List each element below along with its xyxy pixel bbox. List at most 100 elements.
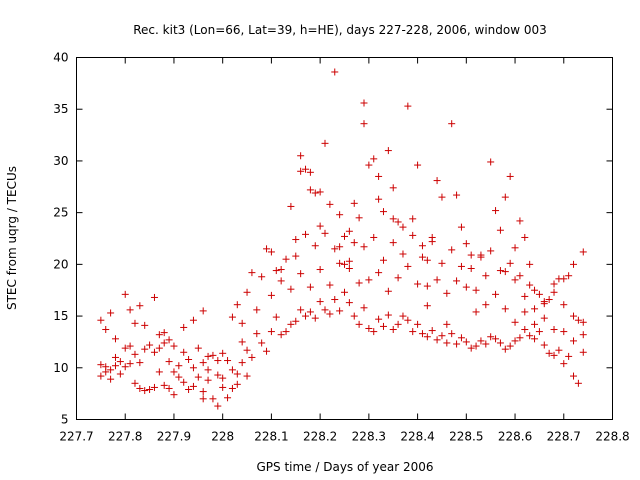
data-point [433,177,441,185]
x-tick-label: 228 [211,430,234,444]
data-point [399,250,407,258]
data-point [292,252,300,260]
data-point [355,320,363,328]
x-tick-label: 228.4 [400,430,434,444]
data-point [204,366,212,374]
data-point [233,370,241,378]
data-point [570,337,578,345]
data-points [97,68,587,410]
data-point [409,231,417,239]
y-tick-label: 20 [53,257,68,271]
data-point [248,269,256,277]
data-point [316,266,324,274]
x-tick-label: 228.5 [449,430,483,444]
data-point [311,242,319,250]
data-point [516,334,524,342]
data-point [253,330,261,338]
data-point [365,276,373,284]
data-point [482,272,490,280]
data-point [365,324,373,332]
data-point [350,312,358,320]
data-point [136,384,144,392]
data-point [555,275,563,283]
data-point [306,283,314,291]
data-point [501,193,509,201]
data-point [267,248,275,256]
data-point [579,331,587,339]
data-point [560,328,568,336]
data-point [526,260,534,268]
data-point [199,307,207,315]
data-point [111,362,119,370]
data-point [116,358,124,366]
data-point [214,402,222,410]
data-point [438,193,446,201]
data-point [141,387,149,395]
data-point [126,342,134,350]
data-point [97,316,105,324]
data-point [409,215,417,223]
data-point [511,337,519,345]
data-point [116,370,124,378]
data-point [224,394,232,402]
data-point [331,245,339,253]
data-point [170,342,178,350]
data-point [253,306,261,314]
data-point [565,272,573,280]
data-point [404,102,412,110]
data-point [570,312,578,320]
data-point [555,346,563,354]
data-point [160,329,168,337]
data-point [535,290,543,298]
data-point [511,318,519,326]
x-tick-label: 228.7 [547,430,581,444]
data-point [102,363,110,371]
data-point [394,320,402,328]
data-point [492,290,500,298]
x-axis-tick-labels: 227.7 227.8 227.9 228 228.1 228.2 228.3 228.4 22… [59,430,629,444]
x-tick-label: 228.1 [254,430,288,444]
data-point [423,282,431,290]
axis-ticks [76,57,613,420]
data-point [487,333,495,341]
data-point [263,347,271,355]
data-point [560,301,568,309]
data-point [433,276,441,284]
data-point [297,167,305,175]
data-point [467,251,475,259]
data-point [345,257,353,265]
data-point [404,262,412,270]
data-point [302,312,310,320]
data-point [297,306,305,314]
data-point [370,328,378,336]
data-point [146,386,154,394]
data-point [277,331,285,339]
data-point [107,366,115,374]
data-point [418,253,426,261]
data-point [341,288,348,296]
data-point [341,232,348,240]
y-axis-tick-labels: 5 10 15 20 25 30 35 40 [53,51,68,427]
data-point [331,68,339,76]
data-point [219,374,227,382]
data-point [379,322,387,330]
data-point [272,313,280,321]
data-point [482,340,490,348]
data-point [399,312,407,320]
data-point [448,120,456,128]
data-point [336,211,344,219]
data-point [550,288,558,296]
data-point [414,280,422,288]
data-point [185,386,193,394]
data-point [531,305,539,313]
data-point [336,307,344,315]
data-point [531,320,539,328]
data-point [199,359,207,367]
data-point [443,289,451,297]
data-point [341,260,348,268]
data-point [209,395,217,403]
data-point [462,240,470,248]
plot-frame [76,57,613,420]
data-point [292,317,300,325]
